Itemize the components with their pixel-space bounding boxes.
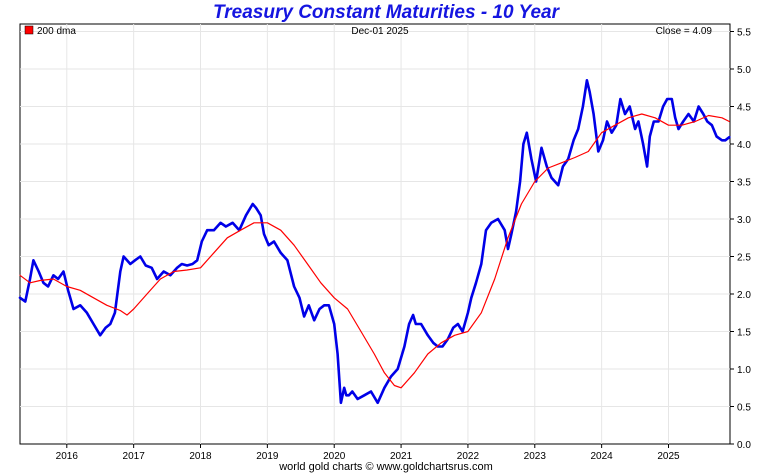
legend: 200 dma [24,25,76,37]
y-tick-label: 1.0 [737,365,751,376]
series-line-200-dma [19,113,730,389]
y-tick-label: 4.0 [737,140,751,151]
chart-title: Treasury Constant Maturities - 10 Year [213,2,559,23]
x-tick-label: 2024 [591,451,614,462]
x-tick-label: 2022 [457,451,480,462]
y-tick-label: 5.5 [737,28,751,39]
legend-swatch-200dma [24,25,34,35]
y-tick-label: 4.5 [737,103,751,114]
x-tick-label: 2023 [524,451,547,462]
series-line-10yr-yield [18,79,731,405]
footer-credit: world gold charts © www.goldchartsrus.co… [279,461,493,473]
y-tick-label: 5.0 [737,65,751,76]
plot-area [19,23,731,445]
y-tick-label: 3.0 [737,215,751,226]
x-tick-label: 2020 [323,451,346,462]
y-tick-label: 0.5 [737,403,751,414]
legend-label-200dma: 200 dma [37,26,76,37]
y-tick-label: 3.5 [737,178,751,189]
date-label: Dec-01 2025 [351,26,409,37]
x-tick-label: 2021 [390,451,413,462]
y-tick-label: 0.0 [737,440,751,451]
axes: 0.0 0.5 1.0 1.5 2.0 2.5 3.0 3.5 4.0 4.5 5.0 5.5 2016… [56,28,752,463]
y-tick-label: 1.5 [737,328,751,339]
x-tick-label: 2018 [189,451,212,462]
y-tick-label: 2.0 [737,290,751,301]
x-tick-label: 2025 [657,451,680,462]
x-tick-label: 2019 [256,451,279,462]
x-tick-label: 2017 [123,451,146,462]
y-tick-label: 2.5 [737,253,751,264]
x-tick-label: 2016 [56,451,79,462]
grid [20,24,730,444]
series-group [18,79,731,405]
close-label: Close = 4.09 [656,26,713,37]
